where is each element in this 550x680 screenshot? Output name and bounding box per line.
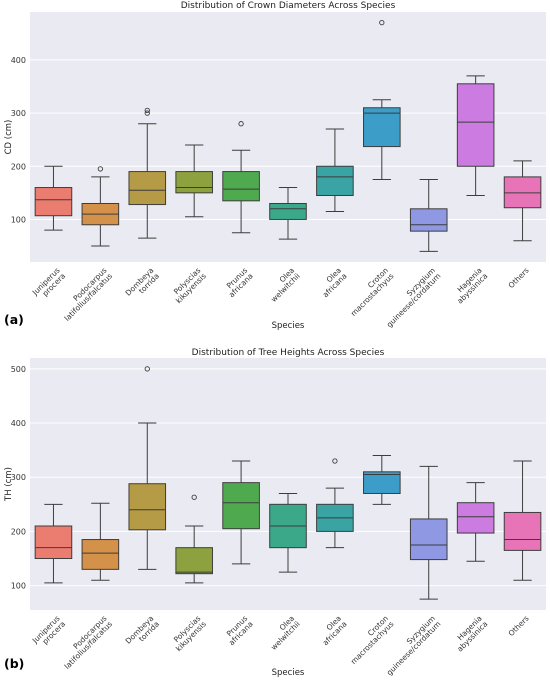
box — [222, 171, 260, 202]
box-plot — [409, 179, 448, 252]
y-tick-labels: 100 200 300 400 — [11, 56, 26, 225]
y-tick-label: 200 — [11, 527, 26, 536]
box — [409, 208, 448, 232]
box-plot — [34, 165, 73, 231]
box-plot — [363, 455, 401, 505]
box — [128, 171, 167, 206]
chart-title: Distribution of Crown Diameters Across S… — [181, 1, 396, 11]
x-tick-label: Juniperusprocera — [30, 614, 67, 651]
box — [269, 202, 307, 220]
box-plot — [175, 494, 213, 584]
panel-label: (a) — [4, 312, 24, 327]
outlier-point — [238, 121, 244, 127]
box — [81, 539, 120, 570]
box-plot — [128, 366, 167, 570]
x-tick-label: Oleawelwitchii — [264, 614, 302, 652]
box-plot — [363, 19, 401, 181]
y-tick-label: 100 — [11, 582, 26, 591]
y-tick-labels: 100 200 300 400 500 — [11, 365, 26, 591]
x-tick-label: Prunusafricana — [221, 614, 255, 648]
outlier-point — [144, 107, 150, 114]
chart-title: Distribution of Tree Heights Across Spec… — [192, 348, 385, 358]
box-plot — [316, 128, 354, 212]
box-plot — [81, 166, 120, 247]
outlier-point — [379, 19, 385, 26]
x-tick-label: Prunusafricana — [221, 266, 255, 300]
outlier-point — [144, 110, 150, 116]
box — [175, 547, 213, 575]
box-plot — [456, 482, 495, 562]
box-plot — [175, 144, 213, 218]
x-tick-label-line: guineese/cordatum — [385, 271, 443, 329]
x-tick-label: Dombeyatorrida — [124, 614, 161, 651]
box-plot — [409, 465, 448, 600]
x-axis-label: Species — [272, 321, 305, 331]
box-plot — [222, 121, 260, 234]
x-tick-label-line: guineese/cordatum — [385, 619, 443, 677]
box-plot — [503, 160, 542, 242]
outlier-point — [97, 166, 104, 172]
y-axis-label: CD (cm) — [4, 120, 14, 155]
y-tick-label: 200 — [11, 162, 26, 171]
y-tick-label: 400 — [11, 419, 26, 428]
x-tick-label: Others — [507, 614, 531, 638]
x-tick-label-line: Others — [507, 266, 531, 290]
box-plot — [269, 187, 307, 240]
x-axis-label: Species — [272, 668, 305, 678]
y-tick-label: 500 — [11, 365, 26, 374]
x-tick-label: Oleaafricana — [315, 266, 348, 299]
boxes — [34, 19, 542, 252]
box-plot — [456, 75, 495, 197]
box — [222, 482, 260, 530]
box-plot — [316, 458, 354, 549]
y-tick-label: 400 — [11, 56, 26, 65]
x-tick-label: Others — [507, 266, 531, 290]
tree-height-chart: 100 200 300 400 500 Juniperusprocera Podocarp… — [4, 348, 546, 678]
x-tick-label: Dombeyatorrida — [124, 266, 161, 303]
x-tick-labels: Juniperusprocera Podocarpuslatifolius/fal… — [30, 266, 531, 329]
outlier-point — [332, 458, 338, 464]
box-plot — [128, 107, 167, 239]
outlier-point — [144, 366, 150, 372]
x-tick-label: Oleaafricana — [315, 614, 348, 647]
x-tick-label: Hageniaabyssinica — [450, 614, 490, 654]
box-plot — [222, 460, 260, 565]
box — [456, 502, 495, 534]
boxes — [34, 366, 542, 600]
x-tick-label: Crotonmacrostachyus — [343, 266, 395, 318]
box-plot — [269, 492, 307, 573]
outlier-point — [191, 494, 197, 500]
box — [363, 471, 401, 494]
box — [363, 107, 401, 148]
x-tick-label: Polysciaskikuyensis — [168, 614, 208, 654]
y-axis-label: TH (cm) — [4, 467, 14, 502]
box — [503, 511, 542, 551]
y-tick-label: 300 — [11, 473, 26, 482]
panel-label: (b) — [4, 656, 24, 671]
x-tick-label-line: Others — [507, 614, 531, 638]
x-tick-label: Juniperusprocera — [30, 266, 67, 303]
box-plot — [34, 503, 73, 584]
crown-diameter-chart: 100 200 300 400 Juniperusprocera Podocarpusl… — [4, 1, 546, 331]
x-tick-label: Podocarpuslatifolius/falcatus — [57, 266, 114, 323]
box — [34, 525, 73, 560]
x-tick-label: Oleawelwitchii — [264, 266, 302, 304]
box — [34, 187, 73, 217]
box-plot — [503, 460, 542, 581]
box-plot — [81, 502, 120, 581]
box — [175, 171, 213, 194]
x-tick-label: Podocarpuslatifolius/falcatus — [57, 614, 114, 671]
box — [456, 83, 495, 167]
box — [316, 165, 354, 197]
x-tick-label: Crotonmacrostachyus — [343, 614, 395, 666]
x-tick-label: Hageniaabyssinica — [450, 266, 490, 306]
box — [128, 483, 167, 531]
y-tick-label: 300 — [11, 109, 26, 118]
x-tick-label: Polysciaskikuyensis — [168, 266, 208, 306]
box — [503, 176, 542, 209]
y-tick-label: 100 — [11, 215, 26, 224]
box — [409, 518, 448, 561]
